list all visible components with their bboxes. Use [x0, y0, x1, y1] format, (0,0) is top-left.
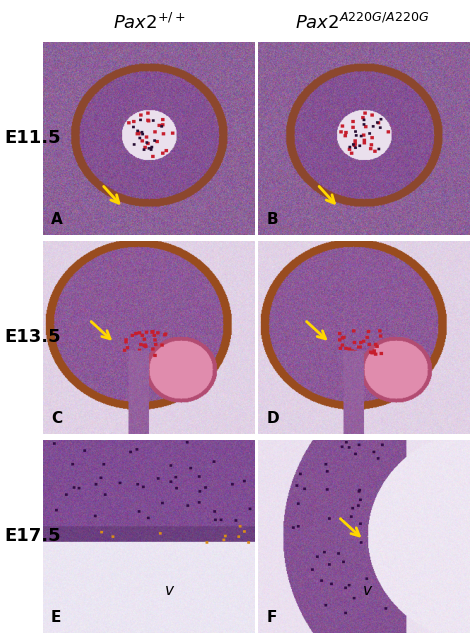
Text: E17.5: E17.5 — [5, 527, 61, 545]
Text: E11.5: E11.5 — [5, 129, 61, 147]
Text: C: C — [51, 411, 62, 426]
Text: E13.5: E13.5 — [5, 328, 61, 346]
Text: A: A — [51, 212, 63, 227]
Text: D: D — [266, 411, 279, 426]
Text: F: F — [266, 610, 277, 625]
Text: $\mathit{Pax2}^{+/+}$: $\mathit{Pax2}^{+/+}$ — [113, 13, 186, 33]
Text: E: E — [51, 610, 62, 625]
Text: v: v — [364, 583, 373, 598]
Text: $\mathit{Pax2}^{A220G/A220G}$: $\mathit{Pax2}^{A220G/A220G}$ — [295, 13, 430, 33]
Text: B: B — [266, 212, 278, 227]
Text: v: v — [165, 583, 174, 598]
